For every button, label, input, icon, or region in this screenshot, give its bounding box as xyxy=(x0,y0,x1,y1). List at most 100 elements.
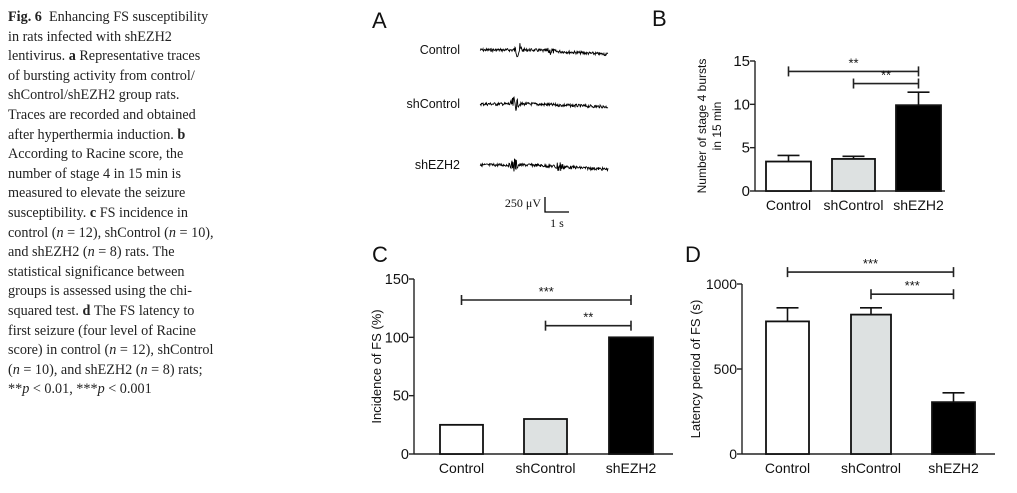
x-tick-label: shControl xyxy=(824,197,884,213)
caption-text: score) in control ( xyxy=(8,342,110,359)
caption-text: number of stage 4 in 15 min is xyxy=(8,165,181,182)
trace-label: shEZH2 xyxy=(415,158,460,172)
caption-text: n xyxy=(168,224,176,241)
caption-line: Fig. 6 Enhancing FS susceptibility xyxy=(8,8,268,28)
caption-text: after hyperthermia induction. xyxy=(8,126,178,143)
panel-label-b: B xyxy=(652,6,667,31)
eeg-trace xyxy=(479,158,609,172)
caption-text: n xyxy=(87,244,95,261)
caption-line: score) in control (n = 12), shControl xyxy=(8,341,268,361)
caption-line: number of stage 4 in 15 min is xyxy=(8,165,268,185)
caption-line: first seizure (four level of Racine xyxy=(8,322,268,342)
significance-label: *** xyxy=(905,278,920,293)
trace-label: shControl xyxy=(407,97,461,111)
caption-text: = 8) rats. The xyxy=(94,244,175,261)
caption-text: = 12), shControl ( xyxy=(63,224,169,241)
caption-text: p xyxy=(22,381,30,398)
bar-control xyxy=(765,160,812,192)
significance-label: ** xyxy=(848,55,858,70)
y-tick-label: 15 xyxy=(733,53,750,70)
significance-label: ** xyxy=(583,310,593,325)
bar-shezh2 xyxy=(931,401,976,455)
caption-text: Fig. 6 xyxy=(8,9,42,25)
caption-text: a xyxy=(68,48,76,65)
caption-text: Representative traces xyxy=(75,48,201,65)
y-axis-label: Incidence of FS (%) xyxy=(369,309,384,423)
y-tick-label: 0 xyxy=(401,447,409,463)
caption-line: squared test. d The FS latency to xyxy=(8,302,268,322)
caption-text: and shEZH2 ( xyxy=(8,244,88,261)
x-tick-label: shEZH2 xyxy=(606,460,657,476)
bar-control xyxy=(439,423,484,455)
caption-line: According to Racine score, the xyxy=(8,145,268,165)
y-tick-label: 10 xyxy=(733,96,750,113)
caption-text: n xyxy=(56,224,64,241)
caption-line: of bursting activity from control/ xyxy=(8,67,268,87)
bar-control xyxy=(765,320,810,455)
y-tick-label: 500 xyxy=(714,361,738,377)
bar-shcontrol xyxy=(523,418,568,455)
y-tick-label: 0 xyxy=(729,446,737,462)
caption-text: d xyxy=(82,302,91,319)
caption-text: first seizure (four level of Racine xyxy=(8,322,196,339)
caption-line: statistical significance between xyxy=(8,263,268,283)
bar-shcontrol xyxy=(850,313,892,455)
x-tick-label: Control xyxy=(766,197,811,213)
caption-line: lentivirus. a Representative traces xyxy=(8,47,268,67)
y-axis-label: Number of stage 4 bursts xyxy=(695,59,709,194)
caption-text: Enhancing FS susceptibility xyxy=(41,9,209,25)
caption-line: after hyperthermia induction. b xyxy=(8,126,268,146)
x-tick-label: Control xyxy=(765,460,810,476)
x-tick-label: shEZH2 xyxy=(928,460,979,476)
caption-line: shControl/shEZH2 group rats. xyxy=(8,86,268,106)
x-tick-label: Control xyxy=(439,460,484,476)
bar-shezh2 xyxy=(895,104,942,192)
caption-line: measured to elevate the seizure xyxy=(8,184,268,204)
caption-text: ( xyxy=(8,361,13,378)
caption-text: < 0.001 xyxy=(104,381,152,398)
panel-label-c: C xyxy=(372,242,388,267)
y-axis-label: Latency period of FS (s) xyxy=(688,300,703,439)
caption-line: control (n = 12), shControl (n = 10), xyxy=(8,224,268,244)
caption-text: control ( xyxy=(8,224,57,241)
scale-voltage-label: 250 μV xyxy=(505,196,541,210)
x-tick-label: shControl xyxy=(841,460,901,476)
caption-text: Traces are recorded and obtained xyxy=(8,106,196,123)
x-tick-label: shControl xyxy=(516,460,576,476)
caption-text: = 10), and shEZH2 ( xyxy=(19,361,141,378)
caption-text: statistical significance between xyxy=(8,263,185,280)
y-tick-label: 0 xyxy=(742,183,750,200)
caption-text: p xyxy=(97,381,105,398)
caption-text: = 8) rats; xyxy=(147,361,203,378)
panel-label-d: D xyxy=(685,242,701,267)
significance-label: ** xyxy=(881,68,891,83)
x-tick-label: shEZH2 xyxy=(893,197,944,213)
caption-text: According to Racine score, the xyxy=(8,146,184,163)
caption-text: shControl/shEZH2 group rats. xyxy=(8,87,180,104)
caption-text: b xyxy=(177,126,186,143)
eeg-trace xyxy=(479,96,609,111)
caption-line: susceptibility. c FS incidence in xyxy=(8,204,268,224)
caption-text: c xyxy=(89,204,97,221)
eeg-trace xyxy=(479,43,609,58)
caption-text: FS incidence in xyxy=(96,204,188,221)
trace-label: Control xyxy=(420,43,460,57)
y-tick-label: 1000 xyxy=(706,276,737,292)
caption-line: Traces are recorded and obtained xyxy=(8,106,268,126)
caption-text: = 10), xyxy=(176,224,214,241)
y-tick-label: 150 xyxy=(385,272,409,288)
caption-text: squared test. xyxy=(8,302,83,319)
caption-text: n xyxy=(140,361,148,378)
panel-label-a: A xyxy=(372,8,387,33)
caption-line: in rats infected with shEZH2 xyxy=(8,28,268,48)
caption-text: in rats infected with shEZH2 xyxy=(8,28,172,45)
significance-label: *** xyxy=(863,256,878,271)
caption-line: **p < 0.01, ***p < 0.001 xyxy=(8,380,268,400)
caption-text: < 0.01, *** xyxy=(29,381,98,398)
figure-caption: Fig. 6 Enhancing FS susceptibility in rat… xyxy=(8,8,268,400)
bar-shcontrol xyxy=(831,158,876,192)
significance-label: *** xyxy=(539,284,554,299)
caption-text: of bursting activity from control/ xyxy=(8,67,195,84)
caption-text: The FS latency to xyxy=(90,302,195,319)
